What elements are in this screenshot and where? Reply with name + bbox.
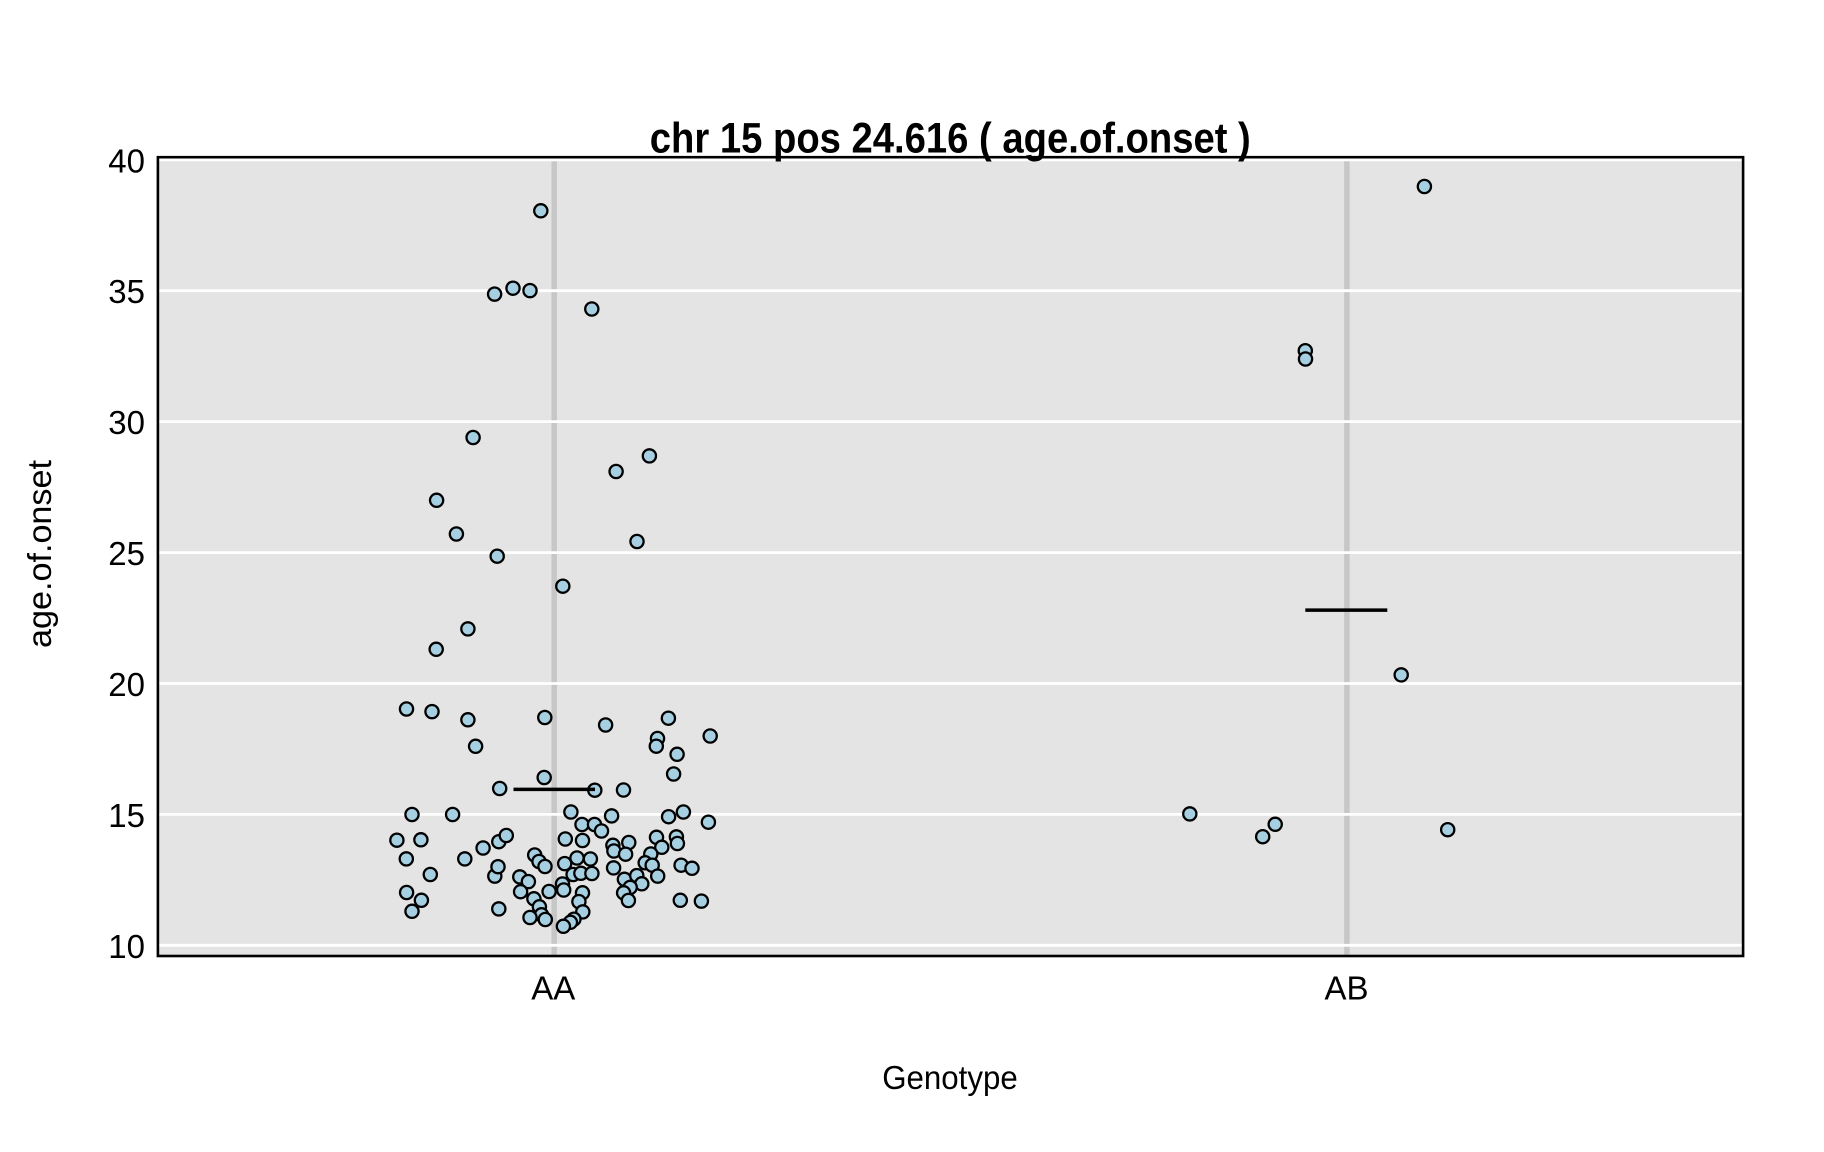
- svg-text:30: 30: [108, 404, 145, 441]
- svg-text:15: 15: [108, 797, 145, 834]
- svg-text:25: 25: [108, 535, 145, 572]
- svg-text:40: 40: [108, 142, 145, 179]
- svg-text:chr 15 pos 24.616 ( age.of.ons: chr 15 pos 24.616 ( age.of.onset ): [650, 115, 1251, 163]
- svg-text:Genotype: Genotype: [882, 1059, 1018, 1096]
- svg-text:age.of.onset: age.of.onset: [21, 460, 58, 648]
- svg-text:35: 35: [108, 273, 145, 310]
- svg-text:20: 20: [108, 666, 145, 703]
- svg-text:10: 10: [108, 928, 145, 965]
- svg-text:AA: AA: [531, 970, 575, 1007]
- svg-text:AB: AB: [1324, 970, 1368, 1007]
